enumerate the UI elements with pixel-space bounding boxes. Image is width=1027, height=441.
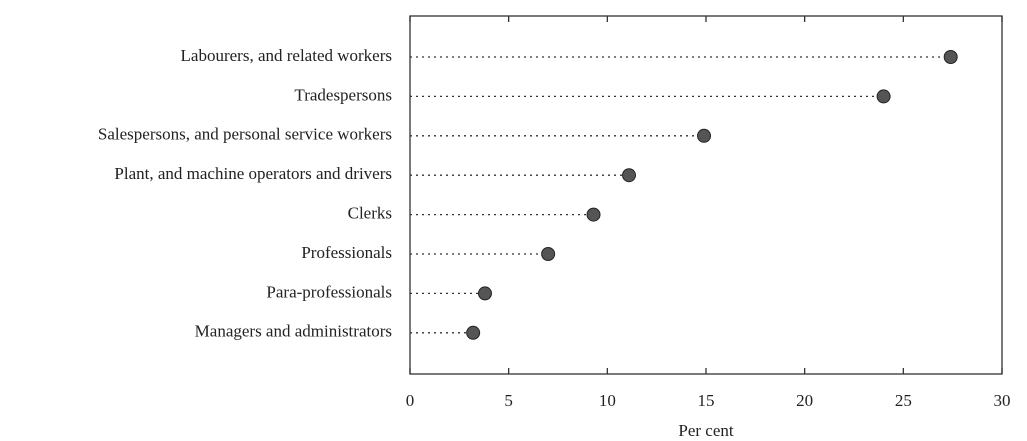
dot [622,168,637,183]
dot [586,207,601,222]
x-tick-label: 15 [698,391,715,410]
dot [477,286,492,301]
y-tick-label: Clerks [348,204,392,223]
x-tick-label: 0 [406,391,415,410]
y-tick-label: Plant, and machine operators and drivers [114,164,392,183]
dot [697,128,712,143]
dot [541,247,556,261]
y-tick-label: Para-professionals [266,282,392,301]
y-tick-label: Salespersons, and personal service worke… [98,125,392,144]
x-tick-label: 10 [599,391,616,410]
x-tick-label: 5 [504,391,513,410]
x-tick-label: 25 [895,391,912,410]
dot [943,50,958,64]
y-tick-label: Professionals [301,243,392,262]
x-tick-label: 20 [796,391,813,410]
y-tick-label: Tradespersons [294,85,392,104]
x-axis-label: Per cent [678,421,734,440]
y-tick-label: Managers and administrators [195,322,392,341]
dot [876,89,891,104]
dot [466,325,481,340]
y-tick-label: Labourers, and related workers [181,46,392,65]
plot-frame [409,15,1003,375]
x-tick-label: 30 [994,391,1011,410]
